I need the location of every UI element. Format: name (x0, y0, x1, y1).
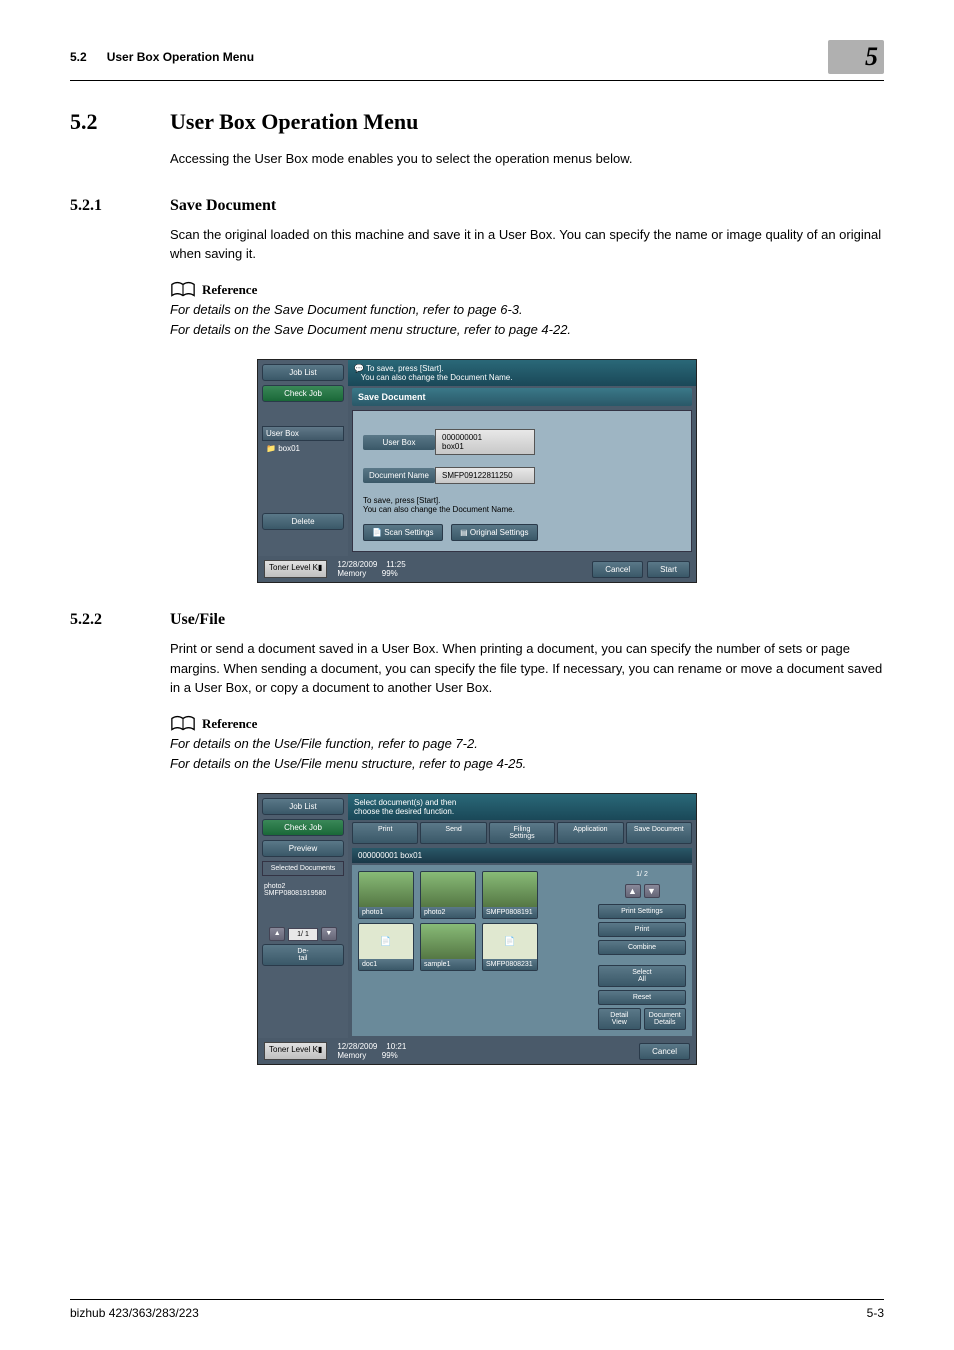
selected-docs-header: Selected Documents (262, 861, 344, 876)
right-pager: 1/ 2 (598, 871, 686, 878)
box-item[interactable]: box01 (278, 444, 300, 453)
print-button[interactable]: Print (598, 922, 686, 937)
reference-text-2: For details on the Use/File menu structu… (170, 754, 884, 775)
scan-settings-button[interactable]: 📄 Scan Settings (363, 524, 443, 541)
footer-left: bizhub 423/363/283/223 (70, 1306, 199, 1320)
reference-label: Reference (202, 716, 257, 732)
footer-datetime: 12/28/2009 10:21 Memory 99% (337, 1042, 406, 1060)
panel-hint: 💬 To save, press [Start]. You can also c… (348, 360, 696, 386)
tab-application[interactable]: Application (557, 822, 623, 844)
doc-name-field-value[interactable]: SMFP09122811250 (435, 467, 535, 484)
footer-datetime: 12/28/2009 11:25 Memory 99% (337, 560, 405, 578)
reference-text-1: For details on the Use/File function, re… (170, 734, 884, 755)
user-box-field-label: User Box (363, 435, 435, 450)
left-pager[interactable]: ▲ 1/ 1 ▼ (262, 927, 344, 941)
subsection-title: Save Document (170, 197, 276, 215)
box-id-bar: 000000001 box01 (352, 848, 692, 863)
reference-text-2: For details on the Save Document menu st… (170, 320, 884, 341)
thumbnail-smfp2[interactable]: 📄SMFP0808231 (482, 923, 538, 971)
save-document-screenshot: Job List Check Job User Box 📁 box01 Dele… (257, 359, 697, 583)
check-job-button[interactable]: Check Job (262, 385, 344, 402)
use-file-screenshot: Job List Check Job Preview Selected Docu… (257, 793, 697, 1065)
chapter-badge: 5 (828, 40, 884, 74)
preview-button[interactable]: Preview (262, 840, 344, 857)
subsection-body: Print or send a document saved in a User… (170, 639, 884, 698)
check-job-button[interactable]: Check Job (262, 819, 344, 836)
subsection-body: Scan the original loaded on this machine… (170, 225, 884, 264)
toner-level: Toner Level K▮ (264, 1042, 327, 1060)
cancel-button[interactable]: Cancel (592, 561, 643, 578)
book-icon (170, 280, 196, 300)
tab-send[interactable]: Send (420, 822, 486, 844)
subsection-number: 5.2.1 (70, 197, 170, 215)
print-settings-button[interactable]: Print Settings (598, 904, 686, 919)
panel-title: Save Document (352, 388, 692, 406)
thumbnail-smfp1[interactable]: SMFP0808191 (482, 871, 538, 919)
job-list-button[interactable]: Job List (262, 364, 344, 381)
reference-label: Reference (202, 282, 257, 298)
reference-text-1: For details on the Save Document functio… (170, 300, 884, 321)
detail-button[interactable]: De- tail (262, 944, 344, 966)
document-details-button[interactable]: Document Details (644, 1008, 687, 1030)
section-intro: Accessing the User Box mode enables you … (170, 149, 884, 169)
toner-level: Toner Level K▮ (264, 560, 327, 578)
tab-filing-settings[interactable]: Filing Settings (489, 822, 555, 844)
header-section-num: 5.2 (70, 50, 87, 64)
page-down-button[interactable]: ▼ (644, 884, 660, 898)
start-button[interactable]: Start (647, 561, 690, 578)
header-section-title: User Box Operation Menu (107, 50, 254, 64)
section-number: 5.2 (70, 109, 170, 135)
doc-name-field-label: Document Name (363, 468, 435, 483)
panel-hint: Select document(s) and thenchoose the de… (348, 794, 696, 820)
book-icon (170, 714, 196, 734)
original-settings-button[interactable]: ▤ Original Settings (451, 524, 537, 541)
selected-docs-list: photo2 SMFP08081919580 (262, 879, 344, 927)
thumbnail-doc1[interactable]: 📄doc1 (358, 923, 414, 971)
user-box-header: User Box (262, 426, 344, 441)
header-left: 5.2 User Box Operation Menu (70, 50, 254, 64)
page-up-button[interactable]: ▲ (625, 884, 641, 898)
reset-button[interactable]: Reset (598, 990, 686, 1005)
select-all-button[interactable]: Select All (598, 965, 686, 987)
thumbnail-photo2[interactable]: photo2 (420, 871, 476, 919)
job-list-button[interactable]: Job List (262, 798, 344, 815)
cancel-button[interactable]: Cancel (639, 1043, 690, 1060)
subsection-number: 5.2.2 (70, 611, 170, 629)
footer-right: 5-3 (867, 1306, 884, 1320)
thumbnail-sample1[interactable]: sample1 (420, 923, 476, 971)
tab-save-document[interactable]: Save Document (626, 822, 692, 844)
section-title: User Box Operation Menu (170, 109, 418, 135)
delete-button[interactable]: Delete (262, 513, 344, 530)
detail-view-button[interactable]: Detail View (598, 1008, 641, 1030)
combine-button[interactable]: Combine (598, 940, 686, 955)
subsection-title: Use/File (170, 611, 225, 629)
tab-print[interactable]: Print (352, 822, 418, 844)
user-box-field-value[interactable]: 000000001box01 (435, 429, 535, 455)
thumbnail-photo1[interactable]: photo1 (358, 871, 414, 919)
body-hint: To save, press [Start].You can also chan… (363, 496, 681, 514)
